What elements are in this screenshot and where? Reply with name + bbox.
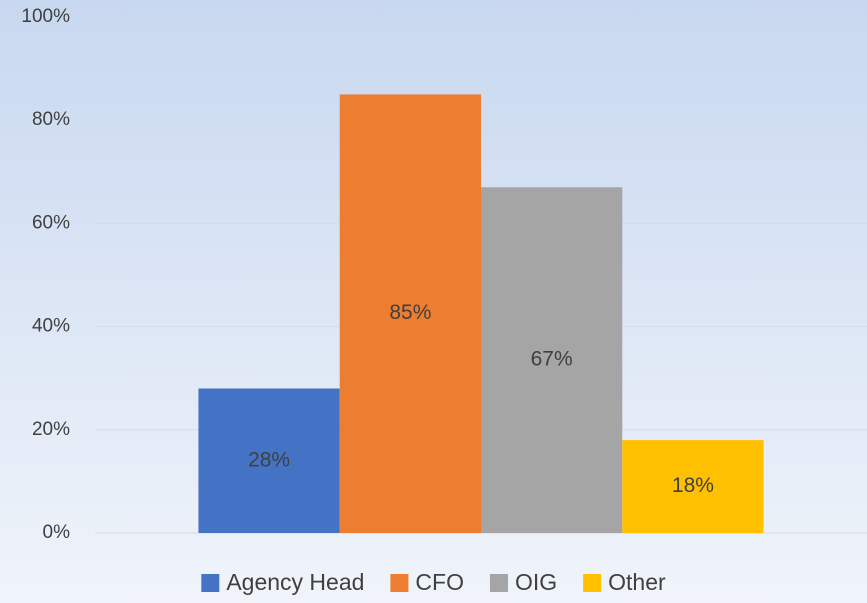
legend-swatch	[201, 574, 220, 592]
y-tick-label: 20%	[32, 419, 70, 440]
data-label: 18%	[672, 474, 714, 497]
legend-label: Other	[608, 569, 666, 595]
data-label: 85%	[389, 301, 431, 324]
legend-label: Agency Head	[226, 569, 364, 595]
legend-label: CFO	[415, 569, 464, 595]
y-tick-label: 80%	[32, 109, 70, 130]
data-label: 67%	[531, 348, 573, 371]
legend-swatch	[390, 574, 409, 592]
bar	[622, 440, 764, 533]
data-label: 28%	[248, 448, 290, 471]
legend-label: OIG	[515, 569, 557, 595]
bar	[339, 94, 481, 534]
legend-swatch	[489, 574, 508, 592]
y-tick-label: 0%	[43, 522, 71, 543]
y-tick-label: 100%	[21, 6, 70, 27]
bar	[481, 187, 623, 533]
y-tick-label: 60%	[32, 212, 70, 233]
bar	[198, 388, 340, 533]
legend-swatch	[583, 574, 602, 592]
y-tick-label: 40%	[32, 316, 70, 337]
